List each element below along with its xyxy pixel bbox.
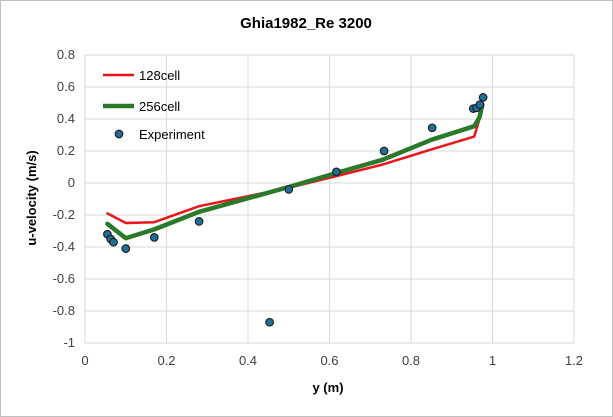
experiment-point [194,217,204,226]
legend-label-experiment: Experiment [139,127,205,142]
y-tick-label: 0.8 [57,47,75,62]
plot-area-border [84,54,575,344]
legend: 128cell 256cell Experiment [103,68,205,142]
legend-label-256cell: 256cell [139,99,180,114]
experiment-point [332,167,341,177]
y-tick-label: -1 [63,335,75,350]
legend-label-128cell: 128cell [139,68,180,83]
experiment-point [109,237,118,247]
experiment-point [475,100,485,109]
y-tick-label: 0.2 [57,143,75,158]
x-tick-label: 0.4 [239,353,257,368]
x-tick-label: 0 [81,353,88,368]
experiment-point [427,123,437,133]
experiment-point [379,146,389,156]
experiment-point [265,317,274,327]
experiment-point [284,185,294,194]
y-tick-label: -0.4 [53,239,75,254]
y-tick-label: -0.8 [53,303,75,318]
x-tick-label: 0.8 [402,353,420,368]
y-tick-label: -0.6 [53,271,75,286]
y-tick-label: 0.4 [57,111,75,126]
experiment-point [149,233,159,242]
x-tick-label: 1 [489,353,496,368]
x-tick-labels: 0 0.2 0.4 0.6 0.8 1 1.2 [81,353,583,368]
experiment-point [478,93,488,102]
axes [84,54,575,344]
y-tick-label: 0.6 [57,79,75,94]
x-axis-label: y (m) [312,380,343,395]
series-line-128cell [106,103,484,225]
x-tick-label: 1.2 [565,353,583,368]
y-tick-label: 0 [68,175,75,190]
x-tick-label: 0.2 [157,353,175,368]
y-axis-label: u-velocity (m/s) [24,150,39,245]
y-tick-labels: -1 -0.8 -0.6 -0.4 -0.2 0 0.2 0.4 0.6 0.8 [53,47,75,350]
x-tick-label: 0.6 [320,353,338,368]
legend-swatch-experiment [114,129,124,139]
experiment-point [121,244,131,253]
chart-title: Ghia1982_Re 3200 [240,15,372,32]
plot-series [103,93,488,327]
y-tick-label: -0.2 [53,207,75,222]
